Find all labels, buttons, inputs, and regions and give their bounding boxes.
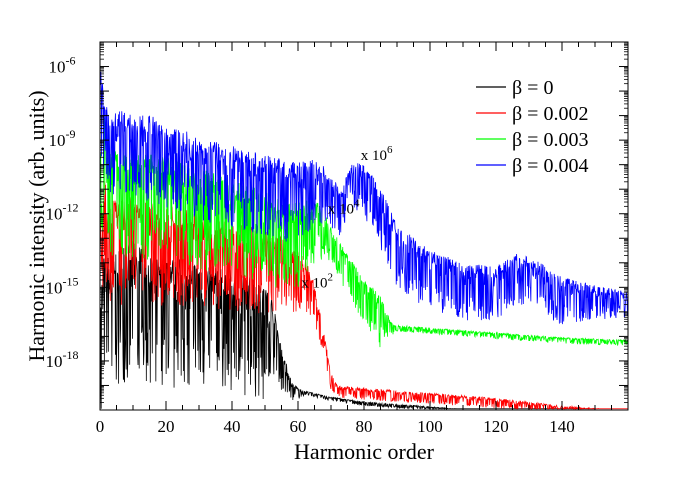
x-tick-label: 100 [417, 417, 443, 436]
x-tick-label: 0 [96, 417, 105, 436]
legend-label-0: β = 0 [512, 77, 553, 99]
y-axis-title: Harmonic intensity (arb. units) [24, 90, 49, 361]
legend-label-1: β = 0.002 [512, 103, 588, 125]
y-tick-label: 10-18 [46, 348, 79, 371]
ticks-layer [99, 41, 629, 411]
series-line-3 [99, 60, 629, 325]
y-tick-label: 10-15 [46, 274, 79, 297]
x-tick-label: 40 [224, 417, 241, 436]
y-tick-label: 10-12 [46, 201, 79, 224]
x-tick-label: 20 [158, 417, 175, 436]
legend: β = 0 β = 0.002 β = 0.003 β = 0.004 [476, 77, 588, 177]
x-tick-label: 120 [483, 417, 509, 436]
scale-annotation: x 102 [301, 271, 333, 291]
x-tick-label: 60 [290, 417, 307, 436]
x-tick-label: 80 [356, 417, 373, 436]
scale-annotation: x 104 [328, 198, 360, 218]
annotations-layer: x 102 x 104 x 106 [301, 144, 393, 292]
legend-label-3: β = 0.004 [512, 155, 588, 177]
legend-label-2: β = 0.003 [512, 129, 588, 151]
y-tick-label: 10-6 [49, 54, 76, 77]
series-line-2 [99, 117, 629, 348]
x-tick-label: 140 [549, 417, 575, 436]
scale-annotation: x 106 [361, 144, 393, 164]
x-axis-title: Harmonic order [294, 439, 435, 464]
tick-labels-layer: 0 20 40 60 80 100 120 140 10-18 10-15 10-12 10-9 10-… [46, 54, 575, 436]
y-tick-label: 10-9 [49, 127, 76, 150]
